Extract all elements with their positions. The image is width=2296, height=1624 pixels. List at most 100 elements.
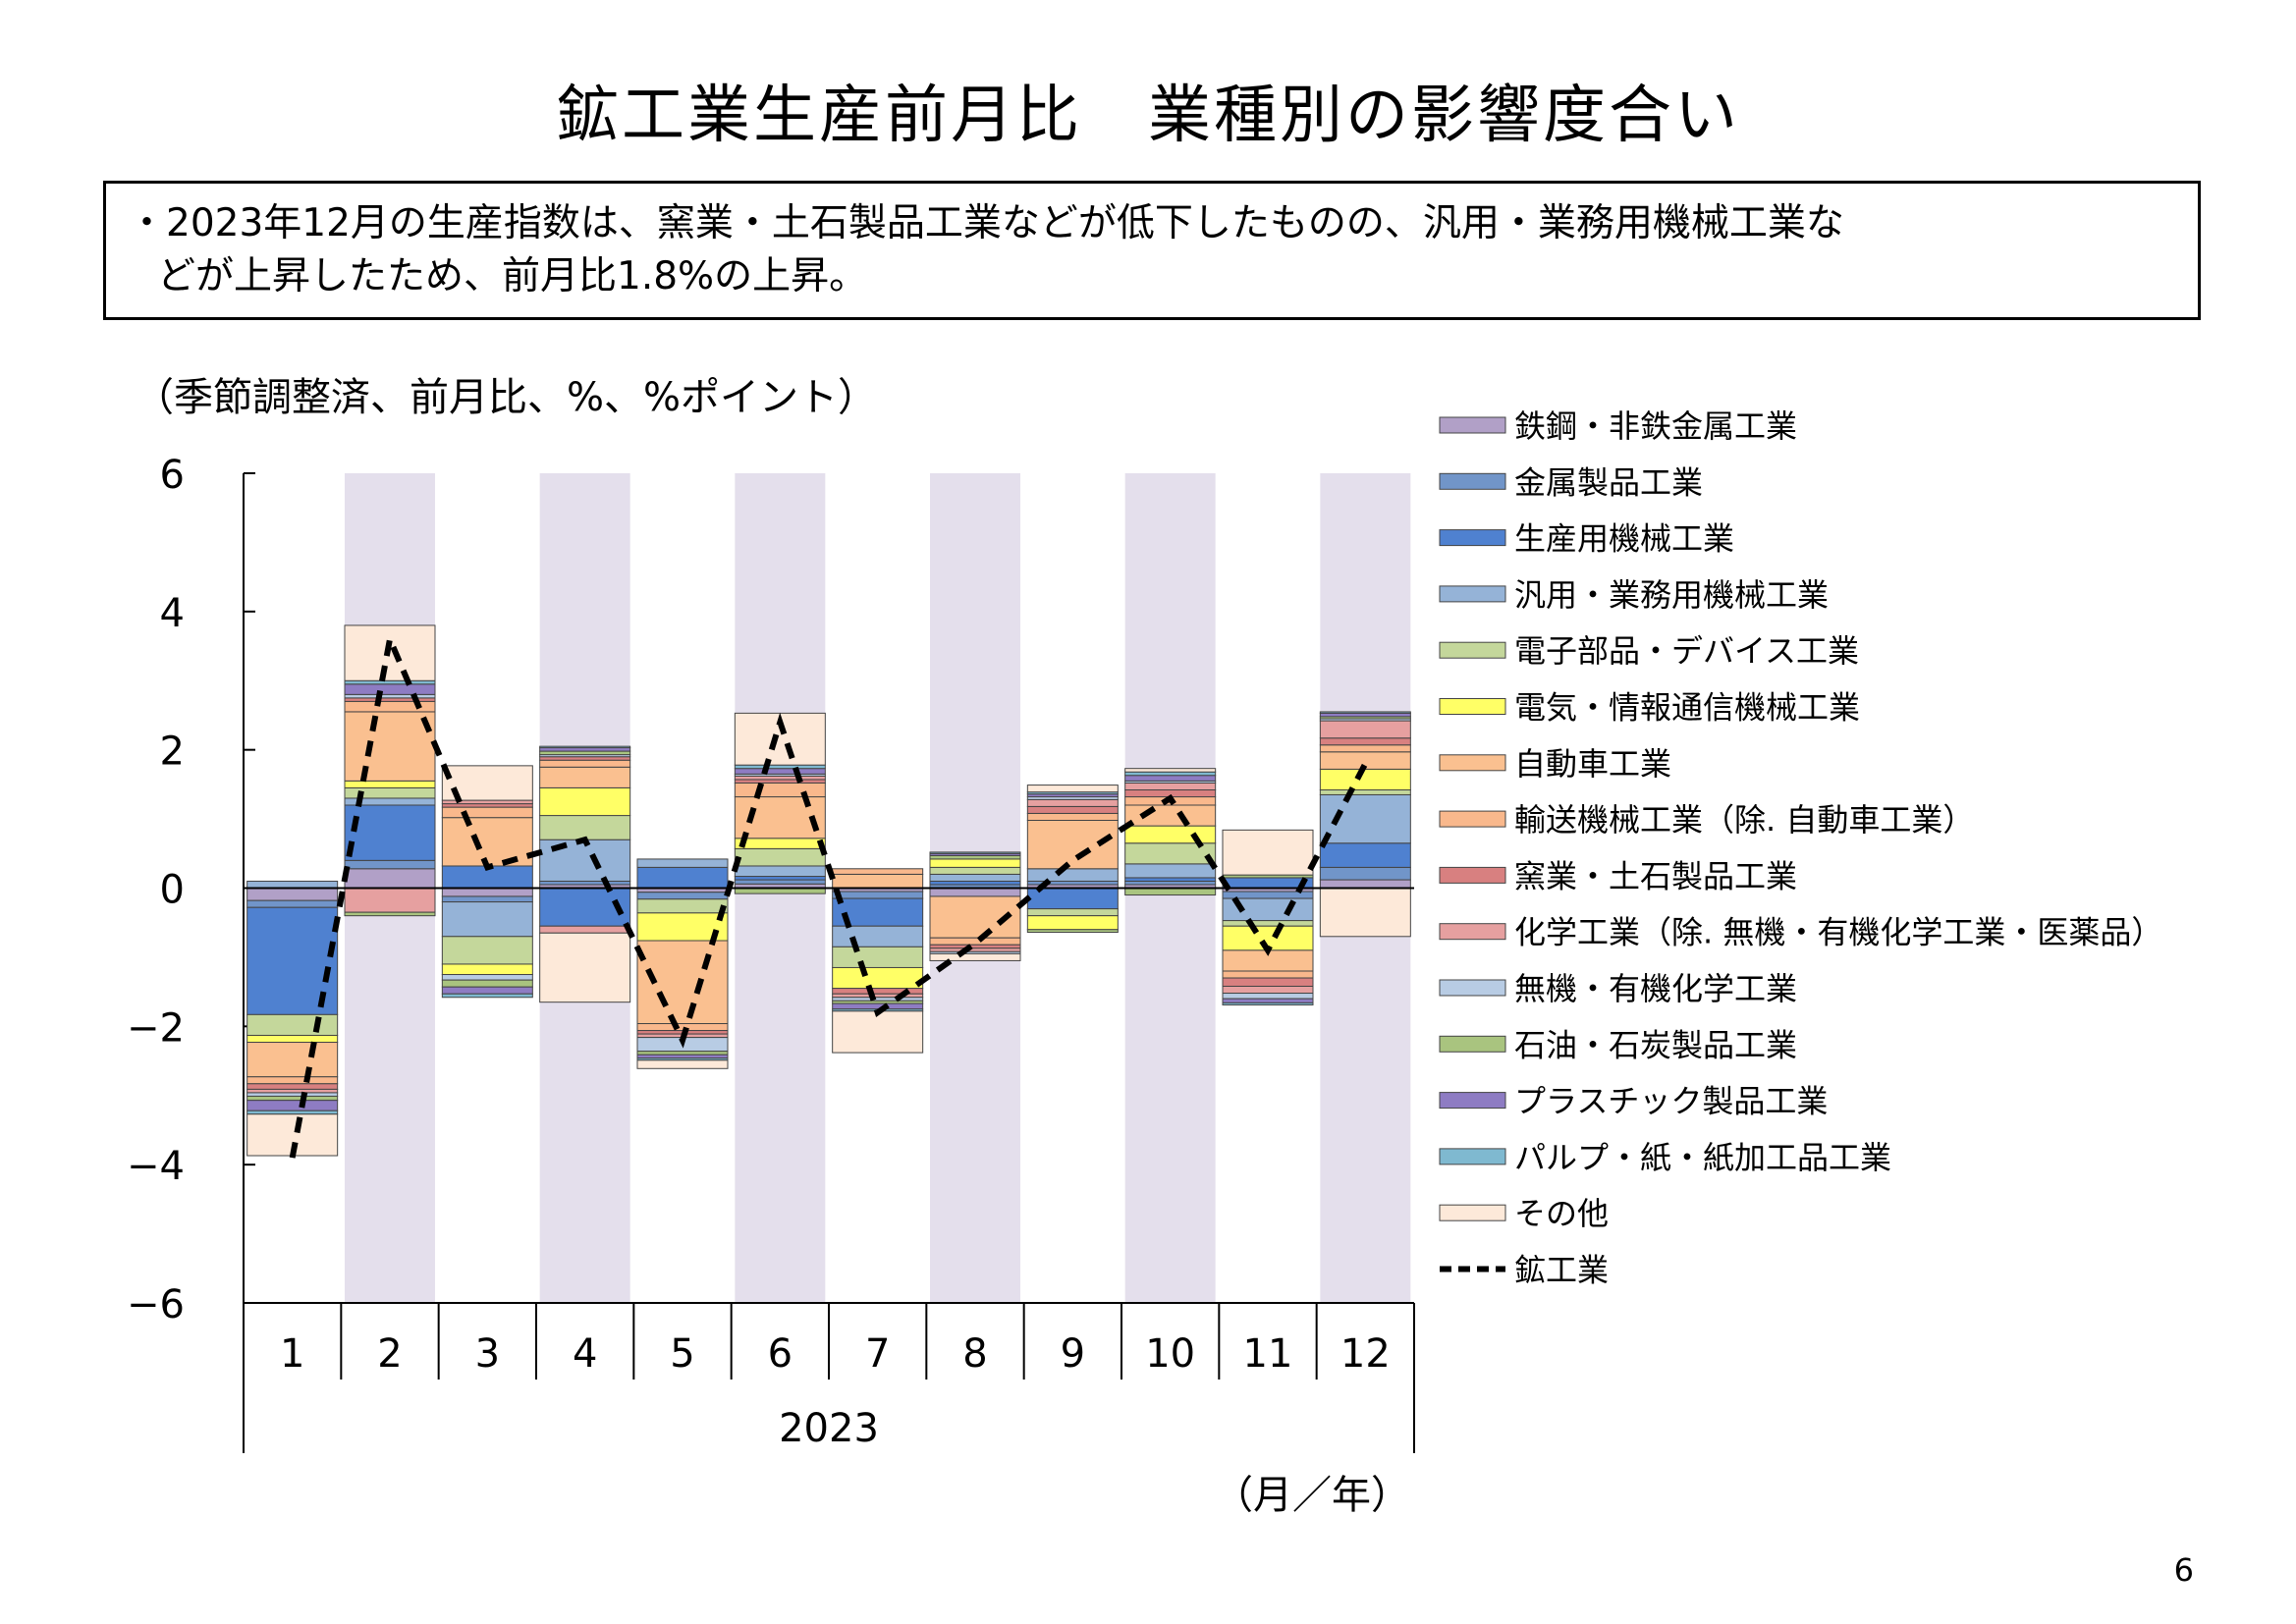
legend-swatch [1439, 1204, 1506, 1221]
bar-segment [1319, 879, 1411, 889]
bar-segment [539, 759, 631, 768]
x-tick-label: 7 [865, 1331, 890, 1377]
bar-segment [1026, 915, 1119, 931]
y-tick-label: 4 [160, 591, 185, 636]
bar-segment [344, 859, 436, 870]
bar-segment [246, 899, 339, 908]
legend-label: 自動車工業 [1514, 745, 1671, 783]
bar-segment [929, 880, 1021, 886]
x-tick-label: 4 [573, 1331, 597, 1377]
legend-label: その他 [1514, 1195, 1609, 1232]
bar-segment [246, 880, 339, 889]
bar-segment [1222, 993, 1314, 1000]
bar-segment [539, 786, 631, 817]
bar-segment [344, 693, 436, 699]
bar-segment [539, 750, 631, 756]
legend-label: 金属製品工業 [1514, 463, 1703, 501]
bar-segment [1026, 819, 1119, 870]
bar-segment [441, 993, 533, 999]
bar-segment [441, 888, 533, 897]
legend-label: 化学工業（除. 無機・有機化学工業・医薬品） [1514, 914, 2162, 951]
bar-segment [344, 697, 436, 702]
x-tick-label: 11 [1243, 1331, 1293, 1377]
bar-segment [344, 868, 436, 889]
bar-segment [441, 963, 533, 976]
bar-segment [1124, 771, 1217, 777]
bar-segment [1319, 842, 1411, 868]
bar-segment [1222, 977, 1314, 987]
bar-segment [1026, 812, 1119, 821]
bar-segment [1124, 825, 1217, 844]
bar-segment [539, 756, 631, 761]
bar-segment [734, 779, 826, 784]
bar-segment [539, 880, 631, 886]
summary-box: ・2023年12月の生産指数は、窯業・土石製品工業などが低下したものの、汎用・業… [103, 181, 2201, 320]
bar-segment [1026, 908, 1119, 917]
bar-segment [246, 1013, 339, 1036]
bar-segment [539, 888, 631, 927]
bar-segment [734, 775, 826, 781]
page-number: 6 [2173, 1551, 2194, 1589]
bar-segment [832, 946, 924, 968]
unit-note: （季節調整済、前月比、%、%ポイント） [135, 375, 877, 420]
legend-swatch [1439, 585, 1506, 603]
bar-segment [344, 888, 436, 913]
bar-segment [734, 768, 826, 775]
bar-segment [734, 879, 826, 885]
legend-label: 電気・情報通信機械工業 [1514, 689, 1860, 727]
bar-segment [636, 940, 729, 1025]
bar-segment [1124, 888, 1217, 896]
legend-label: 生産用機械工業 [1514, 520, 1734, 558]
bar-segment [734, 865, 826, 878]
legend-swatch [1439, 1148, 1506, 1165]
bar-segment [832, 997, 924, 1001]
bar-segment [246, 1095, 339, 1102]
legend-label: 電子部品・デバイス工業 [1514, 632, 1859, 670]
bar-segment [246, 1042, 339, 1078]
total-line [289, 628, 1368, 1159]
bar-segment [832, 891, 924, 899]
bar-segment [441, 803, 533, 808]
bar-segment [441, 986, 533, 995]
bar-segment [246, 1034, 339, 1044]
bar-segment [344, 804, 436, 861]
x-axis-caption: （月／年） [1214, 1473, 1410, 1518]
bar-segment [734, 712, 826, 766]
bar-segment [636, 1059, 729, 1069]
bar-segment [832, 868, 924, 875]
legend-swatch [1439, 1092, 1506, 1110]
bar-segment [1222, 829, 1314, 876]
bar-segment [344, 683, 436, 695]
bar-segment [441, 901, 533, 938]
bar-segment [344, 911, 436, 917]
bar-segment [246, 1088, 339, 1094]
bar-segment [832, 925, 924, 947]
bar-segment [929, 952, 1021, 961]
bar-segment [929, 854, 1021, 860]
x-tick-label: 10 [1145, 1331, 1195, 1377]
bar-segment [734, 764, 826, 770]
bar-segment [344, 679, 436, 685]
bar-segment [636, 858, 729, 868]
bar-segment [1319, 789, 1411, 795]
bar-segment [1319, 720, 1411, 739]
legend-label: パルプ・紙・紙加工品工業 [1514, 1139, 1891, 1176]
legend-label: プラスチック製品工業 [1514, 1083, 1828, 1120]
bar-segment [1222, 920, 1314, 927]
bar-segment [1222, 998, 1314, 1003]
bar-segment [1319, 712, 1411, 718]
bar-segment [636, 1051, 729, 1056]
x-tick-label: 9 [1061, 1331, 1085, 1377]
bar-segment [441, 974, 533, 981]
legend-swatch [1439, 416, 1506, 434]
bar-segment [929, 851, 1021, 854]
bar-segment [832, 873, 924, 890]
y-tick-label: 0 [160, 868, 185, 913]
legend-label: 汎用・業務用機械工業 [1514, 576, 1829, 614]
bar-segment [832, 1010, 924, 1054]
legend-label: 輸送機械工業（除. 自動車工業） [1514, 801, 1974, 839]
bar-segment [1124, 768, 1217, 773]
summary-line-1: ・2023年12月の生産指数は、窯業・土石製品工業などが低下したものの、汎用・業… [128, 201, 1844, 245]
legend-swatch [1439, 866, 1506, 884]
